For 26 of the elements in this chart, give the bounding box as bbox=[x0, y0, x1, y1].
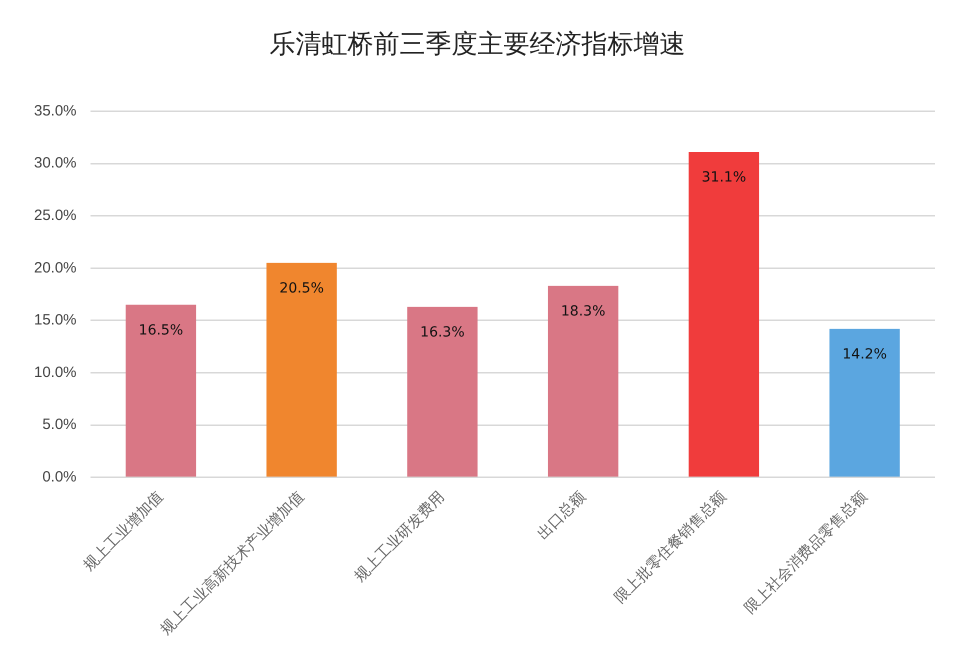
data-label: 20.5% bbox=[279, 280, 324, 297]
y-tick-label: 5.0% bbox=[42, 416, 77, 434]
data-label: 31.1% bbox=[702, 170, 746, 186]
x-tick-label: 限上批零住餐销售总额 bbox=[610, 488, 730, 606]
y-tick-label: 15.0% bbox=[34, 312, 77, 329]
x-tick-label: 规上工业增加值 bbox=[80, 488, 166, 575]
y-tick-label: 10.0% bbox=[34, 364, 77, 381]
chart-title: 乐清虹桥前三季度主要经济指标增速 bbox=[270, 29, 686, 60]
y-tick-label: 30.0% bbox=[34, 154, 77, 172]
bar bbox=[829, 328, 900, 477]
bar bbox=[688, 152, 760, 477]
bar bbox=[126, 304, 196, 477]
x-tick-label: 规上工业研发费用 bbox=[350, 488, 448, 586]
y-tick-label: 20.0% bbox=[34, 259, 77, 276]
x-tick-label: 出口总额 bbox=[534, 488, 589, 543]
data-label: 14.2% bbox=[842, 346, 887, 362]
x-tick-label: 限上社会消费品零售总额 bbox=[740, 488, 870, 617]
data-label: 18.3% bbox=[560, 304, 606, 320]
data-label: 16.5% bbox=[138, 322, 184, 338]
data-label: 16.3% bbox=[420, 324, 465, 340]
bar bbox=[266, 262, 337, 477]
bar bbox=[407, 306, 478, 477]
y-tick-label: 0.0% bbox=[42, 468, 77, 486]
y-tick-label: 25.0% bbox=[34, 206, 77, 224]
bar bbox=[548, 286, 618, 477]
y-tick-label: 35.0% bbox=[34, 102, 77, 120]
